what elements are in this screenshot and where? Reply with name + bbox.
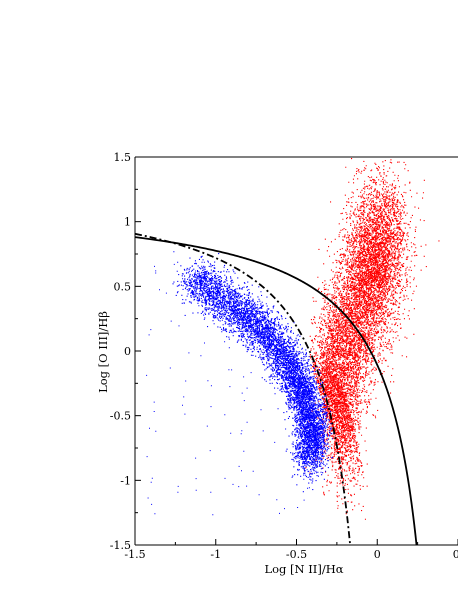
x-axis-label: Log [N II]/Hα — [264, 562, 343, 576]
x-tick-label: -1 — [210, 548, 221, 561]
kauffmann-curve — [135, 232, 352, 545]
y-tick-label: 0.5 — [114, 280, 132, 293]
y-tick-label: 1 — [124, 216, 131, 229]
outlier-points — [146, 263, 317, 516]
x-tick-label: -1.5 — [124, 548, 145, 561]
y-tick-label: 0 — [124, 345, 131, 358]
x-tick-label: 0. — [453, 548, 458, 561]
y-tick-label: 1.5 — [114, 151, 132, 164]
data-points-layer — [146, 158, 440, 520]
agn-points — [299, 158, 440, 520]
y-tick-label: -0.5 — [110, 410, 131, 423]
y-tick-label: -1 — [120, 474, 131, 487]
agn-point-cloud — [299, 158, 440, 520]
x-tick-label: 0 — [374, 548, 381, 561]
y-axis-label: Log [O III]/Hβ — [96, 311, 110, 393]
y-tick-label: -1.5 — [110, 539, 131, 552]
star-forming-point-cloud — [172, 251, 335, 493]
kewley-curve — [135, 236, 418, 545]
star-forming-points — [172, 251, 335, 493]
axis-ticks-layer: -1.5 -1 -0.5 0 0. -1.5 -1 -0.5 0 0.5 1 1.5 — [110, 151, 458, 561]
demarcation-curves-layer — [135, 232, 418, 545]
x-tick-label: -0.5 — [286, 548, 307, 561]
